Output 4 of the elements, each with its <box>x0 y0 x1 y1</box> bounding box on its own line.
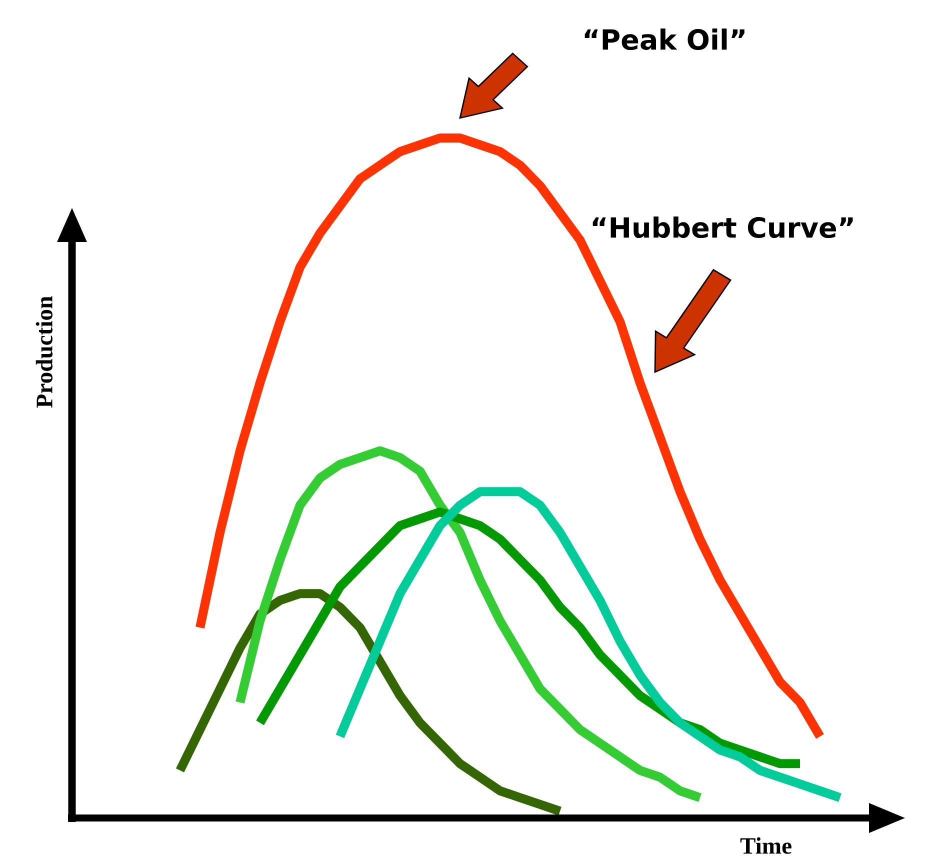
text: “Peak Oil” <box>584 28 744 50</box>
annotation: “Hubbert Curve” <box>592 216 853 238</box>
y-axis-title: Production <box>36 296 53 408</box>
x-axis-title: Time <box>740 837 792 854</box>
